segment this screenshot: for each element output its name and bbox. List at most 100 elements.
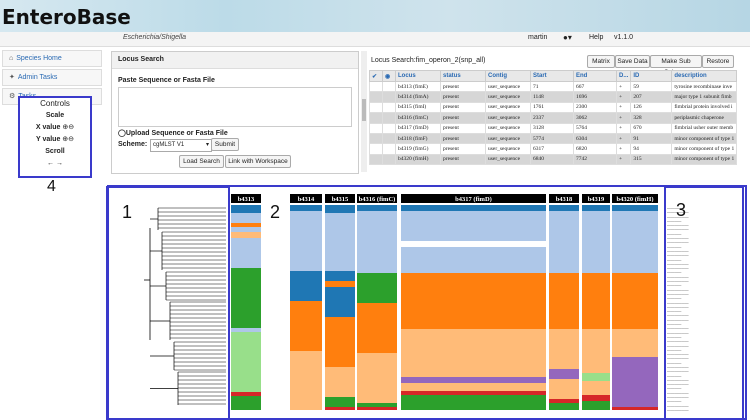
annotation-3: 3: [676, 200, 687, 220]
load-search-button[interactable]: Load Search: [179, 155, 224, 168]
table-cell: b4318 (fimF): [395, 132, 441, 145]
submit-button[interactable]: Submit: [211, 138, 239, 151]
column-id[interactable]: ID: [630, 70, 673, 82]
scrollbar-thumb[interactable]: [362, 99, 366, 121]
scheme-select[interactable]: cgMLST V1 ▾: [150, 139, 212, 152]
version-label: v1.1.0: [614, 34, 634, 41]
row-view-cell[interactable]: [382, 80, 396, 93]
y-minus-icon[interactable]: ⊖: [68, 136, 75, 143]
column-end[interactable]: End: [573, 70, 617, 82]
table-cell: b4314 (fimA): [395, 91, 441, 103]
row-checkbox[interactable]: [369, 80, 383, 93]
table-cell: 670: [630, 122, 673, 134]
table-cell: present: [440, 132, 486, 145]
table-cell: 1148: [530, 91, 574, 103]
table-cell: user_sequence: [485, 122, 531, 134]
row-view-cell[interactable]: [382, 101, 396, 114]
restore-button[interactable]: Restore: [702, 55, 734, 68]
table-cell: 1761: [530, 101, 574, 114]
row-checkbox[interactable]: [369, 122, 383, 134]
table-cell: 3062: [573, 112, 617, 124]
x-minus-icon[interactable]: ⊖: [68, 124, 75, 131]
check-all-icon[interactable]: ✔: [369, 70, 383, 82]
table-cell: 71: [530, 80, 574, 93]
table-cell: present: [440, 122, 486, 134]
matrix-button[interactable]: Matrix: [587, 55, 615, 68]
results-title: Locus Search:fim_operon_2(snp_all): [371, 57, 486, 64]
column-description[interactable]: description: [671, 70, 738, 82]
table-cell: 6820: [573, 143, 617, 155]
table-cell: 91: [630, 132, 673, 145]
gear-icon: ⚙: [9, 93, 16, 100]
table-cell: 5774: [530, 132, 574, 145]
sidebar-item-admin-tasks[interactable]: ✦ Admin Tasks: [2, 69, 102, 86]
table-cell: present: [440, 143, 486, 155]
table-cell: +: [615, 80, 632, 93]
user-name[interactable]: martin: [528, 34, 548, 41]
table-row[interactable]: b4317 (fimD) present user_sequence 3128 5764…: [369, 122, 738, 134]
row-checkbox[interactable]: [369, 101, 383, 114]
row-view-cell[interactable]: [382, 91, 396, 103]
scroll-arrows-icon[interactable]: ← →: [47, 160, 63, 167]
table-cell: 315: [630, 153, 673, 166]
row-view-cell[interactable]: [382, 153, 396, 166]
column-locus[interactable]: Locus: [395, 70, 441, 82]
table-cell: 59: [630, 80, 673, 93]
table-cell: periplasmic chaperone: [671, 112, 738, 124]
row-checkbox[interactable]: [369, 91, 383, 103]
row-checkbox[interactable]: [369, 153, 383, 166]
table-row[interactable]: b4318 (fimF) present user_sequence 5774 6304…: [369, 132, 738, 145]
column-start[interactable]: Start: [530, 70, 574, 82]
column-status[interactable]: status: [440, 70, 486, 82]
table-cell: fimbrial usher outer memb: [671, 122, 738, 134]
table-row[interactable]: b4316 (fimC) present user_sequence 2337 3062…: [369, 112, 738, 124]
upload-sequence-link[interactable]: ◯Upload Sequence or Fasta File: [118, 130, 228, 137]
table-row[interactable]: b4314 (fimA) present user_sequence 1148 1696…: [369, 91, 738, 103]
app-logo[interactable]: EnteroBase: [2, 5, 131, 29]
column-direction[interactable]: D...: [615, 70, 632, 82]
user-icon[interactable]: ●▾: [563, 33, 572, 42]
table-cell: user_sequence: [485, 91, 531, 103]
make-sub-scheme-button[interactable]: Make Sub Scheme: [650, 55, 702, 76]
table-cell: present: [440, 101, 486, 114]
top-bar: Escherichia/Shigella martin ●▾ Help v1.1…: [0, 32, 750, 47]
annotation-1: 1: [122, 202, 133, 222]
x-value-label: X value: [35, 124, 61, 131]
panel-scrollbar[interactable]: [361, 51, 367, 172]
column-contig[interactable]: Contig: [485, 70, 531, 82]
table-cell: 2300: [573, 101, 617, 114]
help-link[interactable]: Help: [589, 34, 604, 41]
row-checkbox[interactable]: [369, 132, 383, 145]
table-cell: 2337: [530, 112, 574, 124]
table-row[interactable]: b4313 (fimE) present user_sequence 71 667 +59…: [369, 80, 738, 93]
link-workspace-button[interactable]: Link with Workspace: [225, 155, 291, 168]
radio-icon[interactable]: ◯: [118, 130, 126, 137]
locus-search-header: Locus Search: [112, 52, 358, 69]
sequence-textarea[interactable]: [118, 87, 352, 127]
row-view-cell[interactable]: [382, 122, 396, 134]
y-value-label: Y value: [35, 136, 61, 143]
row-checkbox[interactable]: [369, 112, 383, 124]
sidebar-item-species-home[interactable]: ⌂ Species Home: [2, 50, 102, 67]
annotation-2: 2: [270, 202, 281, 222]
table-row[interactable]: b4315 (fimI) present user_sequence 1761 2300…: [369, 101, 738, 114]
table-cell: +: [615, 132, 632, 145]
row-view-cell[interactable]: [382, 143, 396, 155]
table-row[interactable]: b4320 (fimH) present user_sequence 6840 7742…: [369, 153, 738, 166]
row-checkbox[interactable]: [369, 143, 383, 155]
table-cell: minor component of type 1: [671, 132, 738, 145]
table-cell: major type 1 subunit fimb: [671, 91, 738, 103]
save-data-button[interactable]: Save Data: [615, 55, 650, 68]
table-row[interactable]: b4319 (fimG) present user_sequence 6317 6820…: [369, 143, 738, 155]
table-cell: +: [615, 153, 632, 166]
eye-icon[interactable]: ◉: [382, 70, 396, 82]
results-table: ✔ ◉ Locus status Contig Start End D... I…: [369, 70, 738, 166]
table-cell: 94: [630, 143, 673, 155]
row-view-cell[interactable]: [382, 132, 396, 145]
table-cell: b4316 (fimC): [395, 112, 441, 124]
sidebar-item-label: Admin Tasks: [17, 74, 58, 81]
row-view-cell[interactable]: [382, 112, 396, 124]
sidebar-item-label: Species Home: [16, 55, 62, 62]
y-plus-icon[interactable]: ⊕: [62, 136, 69, 143]
x-plus-icon[interactable]: ⊕: [62, 124, 69, 131]
